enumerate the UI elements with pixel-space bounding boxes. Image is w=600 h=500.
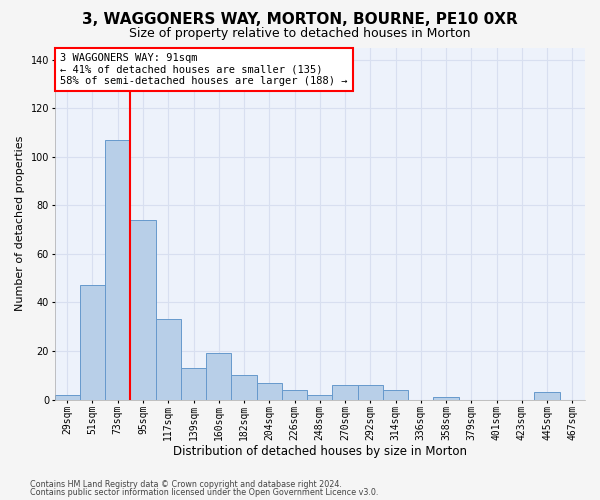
Y-axis label: Number of detached properties: Number of detached properties xyxy=(15,136,25,311)
Bar xyxy=(181,368,206,400)
Bar xyxy=(130,220,155,400)
Text: Contains HM Land Registry data © Crown copyright and database right 2024.: Contains HM Land Registry data © Crown c… xyxy=(30,480,342,489)
Bar xyxy=(105,140,130,400)
Bar xyxy=(55,394,80,400)
Bar xyxy=(232,375,257,400)
Bar xyxy=(358,385,383,400)
Bar xyxy=(433,397,459,400)
Text: 3 WAGGONERS WAY: 91sqm
← 41% of detached houses are smaller (135)
58% of semi-de: 3 WAGGONERS WAY: 91sqm ← 41% of detached… xyxy=(60,53,347,86)
X-axis label: Distribution of detached houses by size in Morton: Distribution of detached houses by size … xyxy=(173,444,467,458)
Text: 3, WAGGONERS WAY, MORTON, BOURNE, PE10 0XR: 3, WAGGONERS WAY, MORTON, BOURNE, PE10 0… xyxy=(82,12,518,28)
Bar xyxy=(535,392,560,400)
Bar xyxy=(383,390,408,400)
Bar xyxy=(307,394,332,400)
Text: Size of property relative to detached houses in Morton: Size of property relative to detached ho… xyxy=(129,28,471,40)
Bar xyxy=(155,320,181,400)
Bar xyxy=(206,354,232,400)
Bar xyxy=(80,286,105,400)
Bar xyxy=(282,390,307,400)
Bar xyxy=(257,382,282,400)
Bar xyxy=(332,385,358,400)
Text: Contains public sector information licensed under the Open Government Licence v3: Contains public sector information licen… xyxy=(30,488,379,497)
